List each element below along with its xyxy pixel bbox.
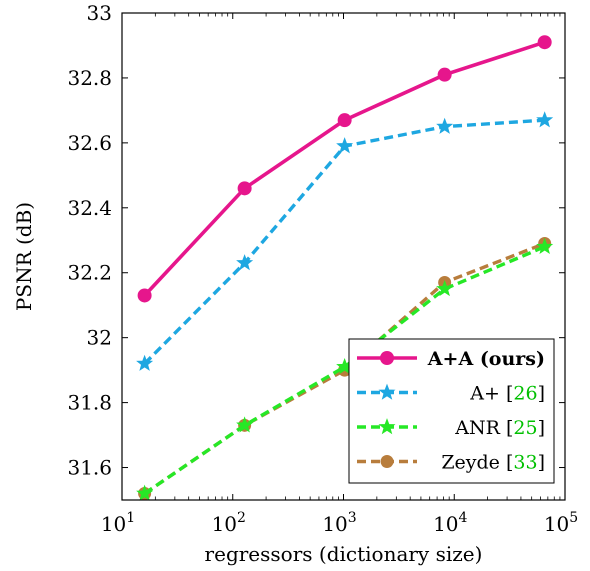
y-tick-label: 31.8 — [67, 391, 112, 415]
series-1 — [137, 35, 552, 303]
data-point — [236, 254, 254, 271]
series-line — [143, 118, 545, 365]
y-tick-label: 31.6 — [67, 456, 112, 480]
y-tick-label: 33 — [87, 1, 112, 25]
legend-swatch-marker — [378, 383, 396, 400]
y-tick-label: 32 — [87, 326, 112, 350]
x-tick-base: 10 — [322, 512, 347, 536]
x-tick-exponent: 5 — [569, 510, 578, 526]
legend-entry: Zeyde [33] — [357, 452, 545, 474]
legend-label: ANR [25] — [454, 417, 545, 439]
legend-label: A+A (ours) — [427, 348, 545, 370]
x-tick-label: 103 — [322, 510, 356, 536]
data-point — [536, 237, 554, 254]
legend-citation-number[interactable]: 26 — [513, 383, 537, 405]
legend-entry: A+ [26] — [357, 383, 545, 405]
legend-series-name: A+A (ours) — [427, 348, 545, 370]
legend-swatch-marker — [380, 455, 394, 468]
legend-series-name: ANR [ — [454, 417, 513, 439]
legend-bracket: ] — [538, 383, 545, 405]
legend-swatch-marker — [380, 351, 394, 365]
legend-bracket: ] — [538, 452, 545, 474]
x-tick-exponent: 4 — [459, 510, 468, 526]
x-tick-exponent: 1 — [126, 510, 135, 526]
x-tick-base: 10 — [212, 512, 237, 536]
data-point — [436, 280, 454, 297]
series-layer — [136, 35, 554, 501]
data-point — [436, 117, 454, 134]
x-tick-label: 102 — [212, 510, 246, 536]
series-3 — [136, 237, 554, 501]
data-point — [236, 416, 254, 433]
data-point — [536, 111, 554, 128]
legend-citation-number[interactable]: 33 — [513, 452, 537, 474]
data-point — [137, 288, 152, 303]
data-point — [237, 181, 252, 196]
data-point — [136, 484, 154, 501]
y-tick-label: 32.8 — [67, 66, 112, 90]
data-point — [537, 35, 552, 50]
data-point — [337, 113, 352, 128]
x-tick-exponent: 2 — [237, 510, 246, 526]
x-tick-base: 10 — [433, 512, 458, 536]
x-tick-exponent: 3 — [348, 510, 357, 526]
legend-series-name: A+ [ — [469, 383, 513, 405]
x-tick-label: 101 — [101, 510, 135, 536]
y-tick-label: 32.4 — [67, 196, 112, 220]
series-line — [143, 40, 546, 297]
series-line — [143, 245, 546, 495]
x-tick-base: 10 — [101, 512, 126, 536]
series-2 — [136, 111, 554, 371]
x-tick-label: 105 — [544, 510, 578, 536]
x-axis-title: regressors (dictionary size) — [205, 542, 483, 566]
legend-entry: A+A (ours) — [357, 348, 545, 370]
data-point — [136, 354, 154, 371]
x-tick-label: 104 — [433, 510, 467, 536]
y-tick-label: 32.6 — [67, 131, 112, 155]
data-point — [336, 137, 354, 154]
legend-entry: ANR [25] — [357, 417, 545, 439]
y-tick-label: 32.2 — [67, 261, 112, 285]
x-tick-base: 10 — [544, 512, 569, 536]
legend-citation-number[interactable]: 25 — [513, 417, 537, 439]
legend-series-name: Zeyde [ — [441, 452, 513, 474]
legend-swatch-marker — [378, 418, 396, 435]
legend-bracket: ] — [538, 417, 545, 439]
data-point — [437, 67, 452, 82]
legend-label: A+ [26] — [469, 383, 545, 405]
y-axis-title: PSNR (dB) — [12, 202, 36, 311]
legend: A+A (ours)A+ [26]ANR [25]Zeyde [33] — [348, 338, 555, 484]
legend-label: Zeyde [33] — [441, 452, 545, 474]
